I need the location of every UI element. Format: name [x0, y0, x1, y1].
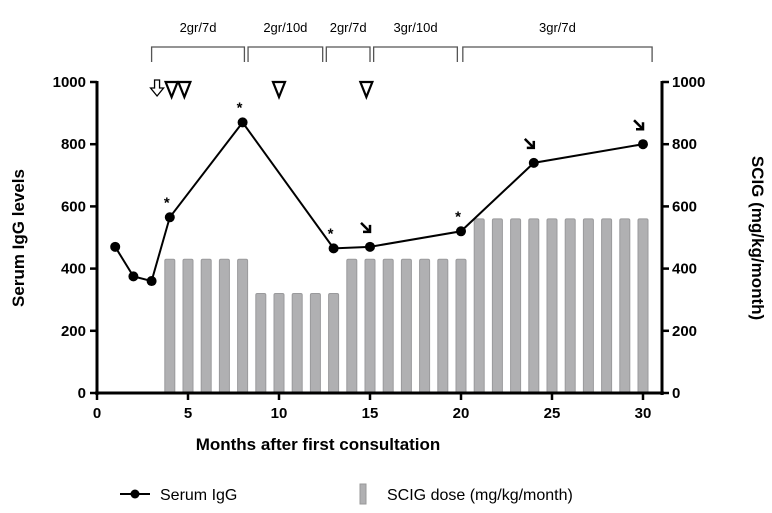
y-tick-label-right: 400 [672, 261, 697, 278]
small-arrow-shaft [523, 137, 534, 148]
y-tick-label-right: 0 [672, 385, 680, 402]
regimen-label: 3gr/10d [393, 20, 437, 35]
serum-igg-point [164, 212, 175, 223]
x-tick-label: 5 [184, 405, 192, 422]
scig-bar [346, 258, 358, 394]
serum-igg-point [638, 139, 648, 150]
open-down-arrow-icon [149, 79, 165, 98]
regimen-label: 3gr/7d [539, 20, 576, 35]
asterisk-marker: * [328, 225, 334, 242]
small-arrow-shaft [360, 221, 370, 232]
scig-bar [218, 258, 230, 394]
regimen-bracket [247, 46, 324, 62]
line-series [110, 117, 648, 287]
legend-bar-marker [359, 483, 367, 505]
regimen-bracket [372, 46, 459, 62]
asterisk-marker: * [455, 208, 461, 225]
scig-bar [328, 292, 340, 394]
scig-bar [637, 218, 649, 394]
y-tick-label-right: 800 [672, 136, 697, 153]
open-triangle-icon [358, 80, 374, 100]
annotation-markers: * * * * [149, 79, 645, 242]
small-arrow-icon [633, 119, 645, 131]
scig-bar [273, 292, 285, 394]
regimen-bracket [150, 46, 246, 62]
scig-bar [200, 258, 212, 394]
small-arrow-shaft [633, 119, 643, 130]
scig-bar [528, 218, 540, 394]
scig-bar [455, 258, 467, 394]
asterisk-marker: * [164, 194, 170, 211]
x-tick-label: 25 [544, 405, 561, 422]
serum-igg-point [328, 243, 339, 254]
scig-bar [255, 292, 267, 394]
y-tick-label-left: 800 [61, 136, 86, 153]
scig-bar [491, 218, 503, 394]
serum-igg-point [146, 276, 157, 287]
bar-series [164, 218, 649, 394]
open-triangle-icon [271, 80, 287, 100]
y-tick-label-left: 600 [61, 198, 86, 215]
serum-igg-point [110, 241, 121, 252]
y-tick-label-right: 1000 [672, 74, 705, 91]
scig-bar [419, 258, 431, 394]
scig-bar [291, 292, 303, 394]
open-triangle-icon [176, 80, 192, 100]
scig-bar [601, 218, 613, 394]
scig-bar [164, 258, 176, 394]
regimen-bracket [462, 46, 653, 62]
asterisk-marker: * [237, 99, 243, 116]
x-axis-label: Months after first consultation [196, 435, 441, 454]
serum-igg-point [528, 157, 539, 168]
legend: Serum IgG SCIG dose (mg/kg/month) [120, 483, 573, 505]
regimen-brackets: 2gr/7d 2gr/10d 2gr/7d 3gr/10d 3gr/7d [150, 20, 653, 62]
regimen-bracket [325, 46, 371, 62]
scig-bar [382, 258, 394, 394]
y-tick-label-left: 400 [61, 261, 86, 278]
scig-bar [237, 258, 249, 394]
scig-bar [510, 218, 522, 394]
x-tick-label: 10 [271, 405, 288, 422]
small-arrow-icon [523, 137, 536, 150]
serum-igg-point [237, 117, 248, 128]
y-axis-right-label: SCIG (mg/kg/month) [748, 156, 767, 320]
small-arrow-icon [360, 221, 372, 234]
legend-point-marker [130, 489, 140, 499]
y-tick-label-left: 0 [78, 385, 86, 402]
x-tick-label: 15 [362, 405, 379, 422]
open-triangle-icon [163, 80, 180, 100]
scig-bar [564, 218, 576, 394]
y-tick-label-right: 600 [672, 198, 697, 215]
x-tick-label: 20 [453, 405, 470, 422]
scig-bar [473, 218, 485, 394]
small-arrow-head [636, 122, 645, 131]
scig-bar [546, 218, 558, 394]
scig-bar [182, 258, 194, 394]
serum-igg-line [114, 120, 644, 283]
y-axis-left-label: Serum IgG levels [9, 169, 28, 307]
scig-bar [309, 292, 321, 394]
serum-igg-point [456, 226, 466, 237]
scig-bar [437, 258, 449, 394]
scig-bar [364, 258, 376, 394]
y-tick-label-right: 200 [672, 323, 697, 340]
y-tick-label-left: 1000 [53, 74, 86, 91]
legend-label-scig-dose: SCIG dose (mg/kg/month) [387, 487, 573, 504]
serum-igg-point [128, 271, 139, 282]
scig-bar [619, 218, 631, 394]
scig-bar [582, 218, 594, 394]
x-tick-label: 0 [93, 405, 101, 422]
y-tick-label-left: 200 [61, 323, 86, 340]
small-arrow-head [363, 224, 372, 234]
scig-bar [400, 258, 412, 394]
serum-igg-point [365, 241, 375, 252]
legend-label-serum-igg: Serum IgG [160, 487, 237, 504]
regimen-label: 2gr/7d [330, 20, 367, 35]
small-arrow-head [526, 140, 536, 150]
x-tick-label: 30 [635, 405, 652, 422]
regimen-label: 2gr/10d [263, 20, 307, 35]
regimen-label: 2gr/7d [180, 20, 217, 35]
